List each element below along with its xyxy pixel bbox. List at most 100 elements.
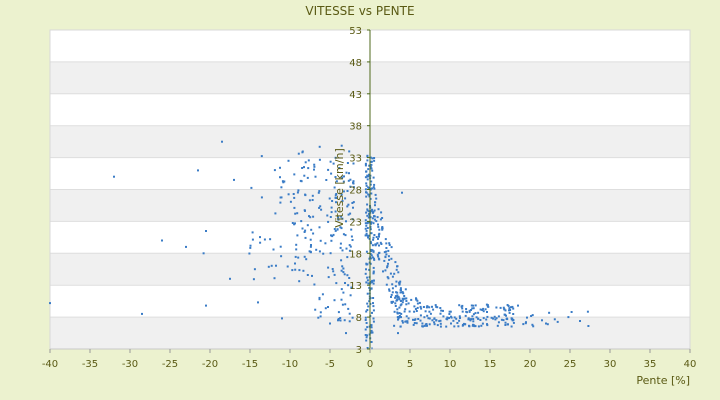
data-point [453, 316, 456, 319]
data-point [313, 163, 316, 166]
data-point [281, 180, 284, 183]
data-point [486, 304, 489, 307]
data-point [335, 282, 338, 285]
data-point [371, 249, 374, 252]
data-point [366, 178, 369, 181]
data-point [280, 186, 283, 189]
data-point [294, 212, 297, 215]
data-point [389, 272, 392, 275]
data-point [331, 235, 334, 238]
data-point [305, 258, 308, 261]
data-point [394, 285, 397, 288]
data-point [351, 218, 354, 221]
data-point [370, 160, 373, 163]
data-point [400, 312, 403, 315]
data-point [272, 248, 275, 251]
x-tick-label: -40 [42, 359, 58, 370]
data-point [339, 226, 342, 229]
data-point [431, 319, 434, 322]
data-point [400, 289, 402, 292]
data-point [387, 262, 389, 265]
data-point [436, 324, 439, 327]
data-point [309, 216, 312, 219]
data-point [366, 222, 369, 225]
data-point [312, 215, 315, 218]
data-point [350, 228, 353, 231]
data-point [486, 323, 488, 326]
data-point [414, 308, 417, 310]
data-point [401, 321, 404, 324]
data-point [365, 195, 368, 198]
data-point [405, 300, 408, 302]
data-point [327, 168, 330, 171]
data-point [371, 311, 373, 314]
data-point [352, 181, 354, 184]
data-point [587, 325, 590, 327]
data-point [332, 270, 335, 273]
data-point [351, 239, 354, 241]
data-points [49, 140, 590, 350]
data-point [504, 321, 507, 324]
data-point [373, 159, 376, 162]
data-point [380, 243, 383, 245]
data-point [512, 313, 515, 315]
data-point [351, 202, 354, 204]
data-point [346, 205, 349, 208]
data-point [401, 320, 404, 322]
data-point [366, 159, 369, 162]
data-point [458, 315, 461, 318]
data-point [286, 265, 289, 268]
data-point [367, 236, 369, 239]
data-point [345, 247, 348, 250]
data-point [280, 196, 283, 199]
data-point [579, 320, 581, 322]
data-point [364, 188, 367, 191]
data-point [370, 324, 373, 327]
data-point [376, 242, 379, 245]
data-point [413, 310, 416, 313]
data-point [368, 268, 371, 271]
data-point [474, 325, 477, 328]
data-point [417, 318, 420, 320]
data-point [340, 227, 343, 230]
data-point [304, 229, 307, 232]
x-tick-label: -5 [325, 359, 335, 370]
data-point [382, 270, 384, 273]
data-point [463, 323, 466, 326]
data-point [366, 154, 369, 157]
data-point [370, 232, 373, 235]
data-point [348, 277, 351, 279]
data-point [390, 301, 393, 304]
data-point [415, 310, 418, 312]
data-point [365, 229, 368, 232]
data-point [396, 316, 399, 319]
data-point [291, 269, 294, 272]
data-point [413, 322, 416, 324]
data-point [141, 312, 143, 315]
data-point [458, 304, 461, 307]
data-point [280, 255, 283, 258]
data-point [472, 307, 475, 310]
data-point [428, 323, 431, 326]
data-point [388, 242, 391, 245]
data-point [431, 305, 433, 308]
data-point [479, 308, 482, 311]
data-point [377, 223, 379, 226]
data-point [113, 175, 115, 178]
data-point [311, 194, 314, 197]
data-point [366, 227, 369, 229]
data-point [365, 211, 368, 214]
data-point [333, 228, 336, 230]
data-point [298, 280, 301, 283]
data-point [375, 197, 378, 200]
data-point [301, 151, 304, 154]
data-point [456, 322, 459, 324]
data-point [397, 317, 400, 320]
data-point [545, 322, 547, 325]
data-point [338, 167, 341, 169]
data-point [435, 305, 438, 308]
data-point [372, 211, 374, 214]
data-point [291, 222, 294, 224]
data-point [308, 250, 311, 253]
data-point [532, 325, 535, 328]
